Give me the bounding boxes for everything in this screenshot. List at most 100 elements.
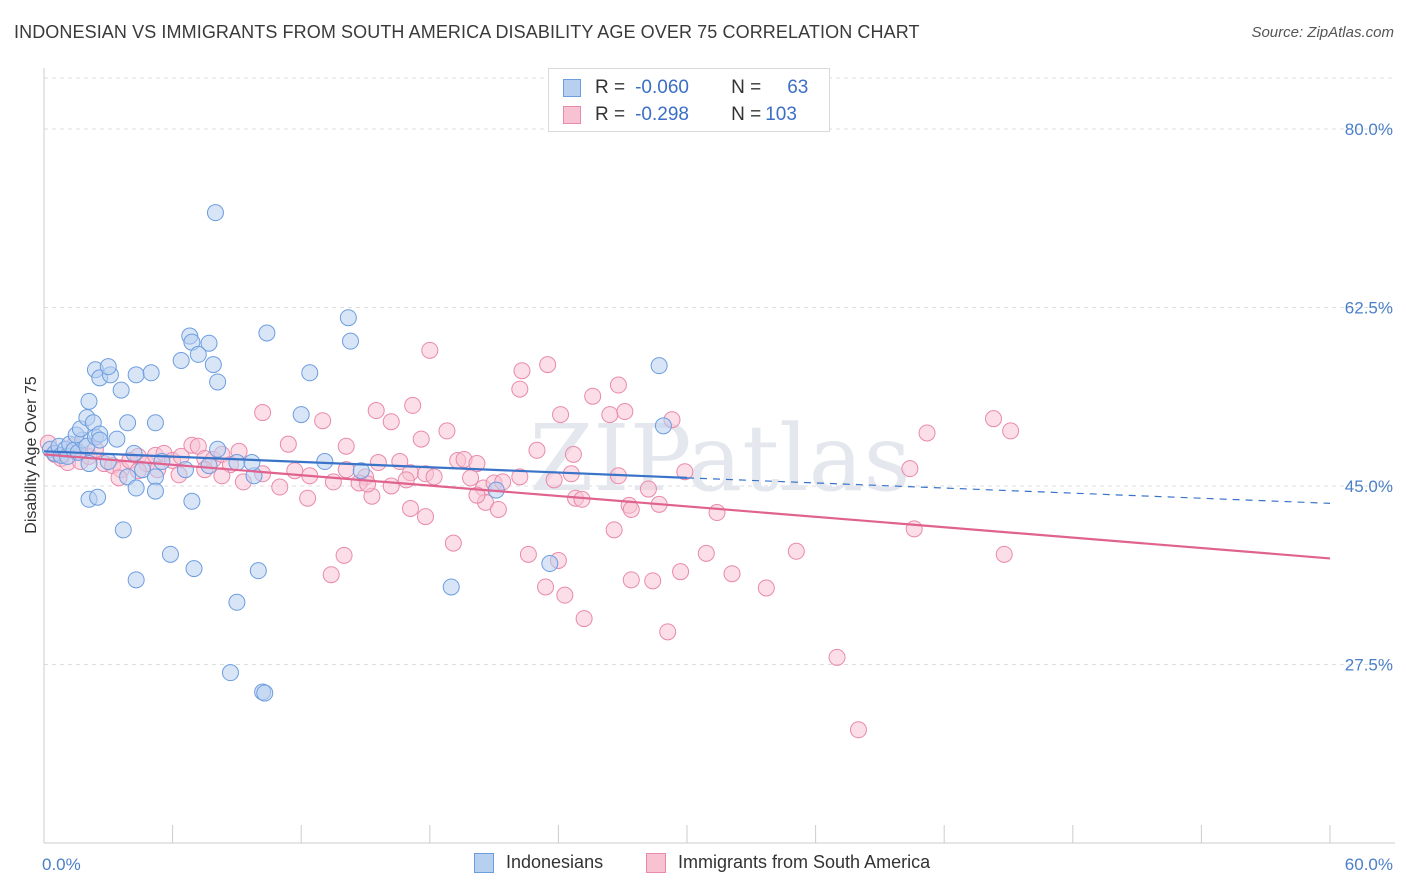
immigrants-point — [995, 545, 1013, 563]
indonesians-point — [146, 414, 164, 432]
immigrants-point — [417, 508, 435, 526]
immigrants-point — [367, 402, 385, 420]
legend-label: Immigrants from South America — [678, 852, 931, 872]
indonesians-point — [99, 453, 117, 471]
immigrants-point — [644, 572, 662, 590]
x-tick-label: 0.0% — [42, 855, 81, 874]
grid-lines — [44, 77, 1395, 665]
immigrants-point — [537, 578, 555, 596]
legend-swatch-pink — [563, 106, 581, 124]
immigrants-point — [528, 441, 546, 459]
indonesians-point — [112, 381, 130, 399]
indonesians-point — [108, 430, 126, 448]
axes — [43, 68, 1395, 844]
indonesians-point — [292, 406, 310, 424]
immigrants-point — [697, 544, 715, 562]
chart-title: INDONESIAN VS IMMIGRANTS FROM SOUTH AMER… — [14, 22, 920, 42]
indonesians-point — [256, 684, 274, 702]
y-tick-label: 62.5% — [1345, 299, 1393, 318]
indonesians-point — [209, 440, 227, 458]
legend-n-value: 103 — [765, 104, 797, 125]
immigrants-point — [757, 579, 775, 597]
immigrants-point — [828, 648, 846, 666]
indonesians-point — [142, 364, 160, 382]
immigrants-point — [425, 468, 443, 486]
indonesians-point — [243, 454, 261, 472]
immigrants-point — [609, 376, 627, 394]
source-label: Source: ZipAtlas.com — [1251, 24, 1394, 41]
indonesians-point — [99, 358, 117, 376]
indonesians-point — [654, 417, 672, 435]
stats-legend: R = -0.060 N = 63 R = -0.298 N = 103 — [548, 68, 830, 132]
y-tick-label: 27.5% — [1345, 656, 1393, 675]
x-tick-label: 60.0% — [1345, 855, 1393, 874]
immigrants-point — [489, 500, 507, 518]
immigrants-point — [639, 480, 657, 498]
immigrants-point — [337, 437, 355, 455]
indonesians-point — [127, 366, 145, 384]
immigrants-point — [254, 404, 272, 422]
indonesians-point — [161, 545, 179, 563]
indonesians-point — [146, 482, 164, 500]
indonesians-point — [80, 392, 98, 410]
legend-row-indonesians: R = -0.060 N = 63 — [563, 77, 808, 99]
immigrants-point — [271, 478, 289, 496]
immigrants-point — [382, 477, 400, 495]
indonesians-point — [127, 479, 145, 497]
legend-label: Indonesians — [506, 852, 604, 872]
indonesians-point — [352, 462, 370, 480]
immigrants-point — [468, 455, 486, 473]
indonesians-point — [146, 468, 164, 486]
immigrants-point — [901, 460, 919, 478]
immigrants-point — [519, 545, 537, 563]
legend-r-label: R = — [595, 77, 626, 98]
immigrants-point — [622, 500, 640, 518]
immigrants-point — [605, 521, 623, 539]
immigrants-point — [286, 462, 304, 480]
indonesians-point — [153, 453, 171, 471]
y-tick-label: 80.0% — [1345, 120, 1393, 139]
indonesians-point — [89, 488, 107, 506]
legend-swatch-blue — [563, 79, 581, 97]
series-legend: Indonesians Immigrants from South Americ… — [0, 852, 1406, 876]
indonesians-point — [301, 364, 319, 382]
indonesians-point — [119, 468, 137, 486]
indonesians-point — [650, 357, 668, 375]
legend-r-value: -0.298 — [635, 104, 689, 125]
immigrants-point — [421, 341, 439, 359]
indonesians-point — [185, 560, 203, 578]
immigrants-point — [468, 486, 486, 504]
indonesians-point — [258, 324, 276, 342]
indonesians-point — [125, 444, 143, 462]
immigrants-point — [335, 546, 353, 564]
immigrants-point — [672, 563, 690, 581]
indonesians-point — [341, 332, 359, 350]
y-axis-label: Disability Age Over 75 — [23, 376, 40, 534]
indonesians-point — [91, 431, 109, 449]
immigrants-point — [622, 571, 640, 589]
immigrants-point — [511, 380, 529, 398]
indonesians-point — [209, 373, 227, 391]
immigrants-point — [314, 412, 332, 430]
immigrants-point — [723, 565, 741, 583]
watermark: ZIPatlas — [529, 405, 910, 512]
immigrants-point — [575, 610, 593, 628]
indonesians-point — [114, 521, 132, 539]
legend-swatch-blue — [474, 852, 494, 873]
indonesians-point — [206, 204, 224, 222]
immigrants-point — [444, 534, 462, 552]
immigrants-point — [676, 463, 694, 481]
tick-labels: 27.5% 45.0% 62.5% 80.0% 0.0% 60.0% — [42, 120, 1393, 874]
immigrants-point — [564, 445, 582, 463]
legend-n-value: 63 — [787, 77, 809, 98]
indonesians-trend-extension — [686, 477, 1331, 504]
immigrants-point — [397, 471, 415, 489]
indonesians-trend-line — [43, 450, 688, 479]
indonesians-point — [541, 555, 559, 573]
immigrants-point — [279, 435, 297, 453]
immigrants-point — [511, 468, 529, 486]
indonesians-point — [183, 492, 201, 510]
immigrants-point — [918, 424, 936, 442]
immigrants-point — [322, 566, 340, 584]
